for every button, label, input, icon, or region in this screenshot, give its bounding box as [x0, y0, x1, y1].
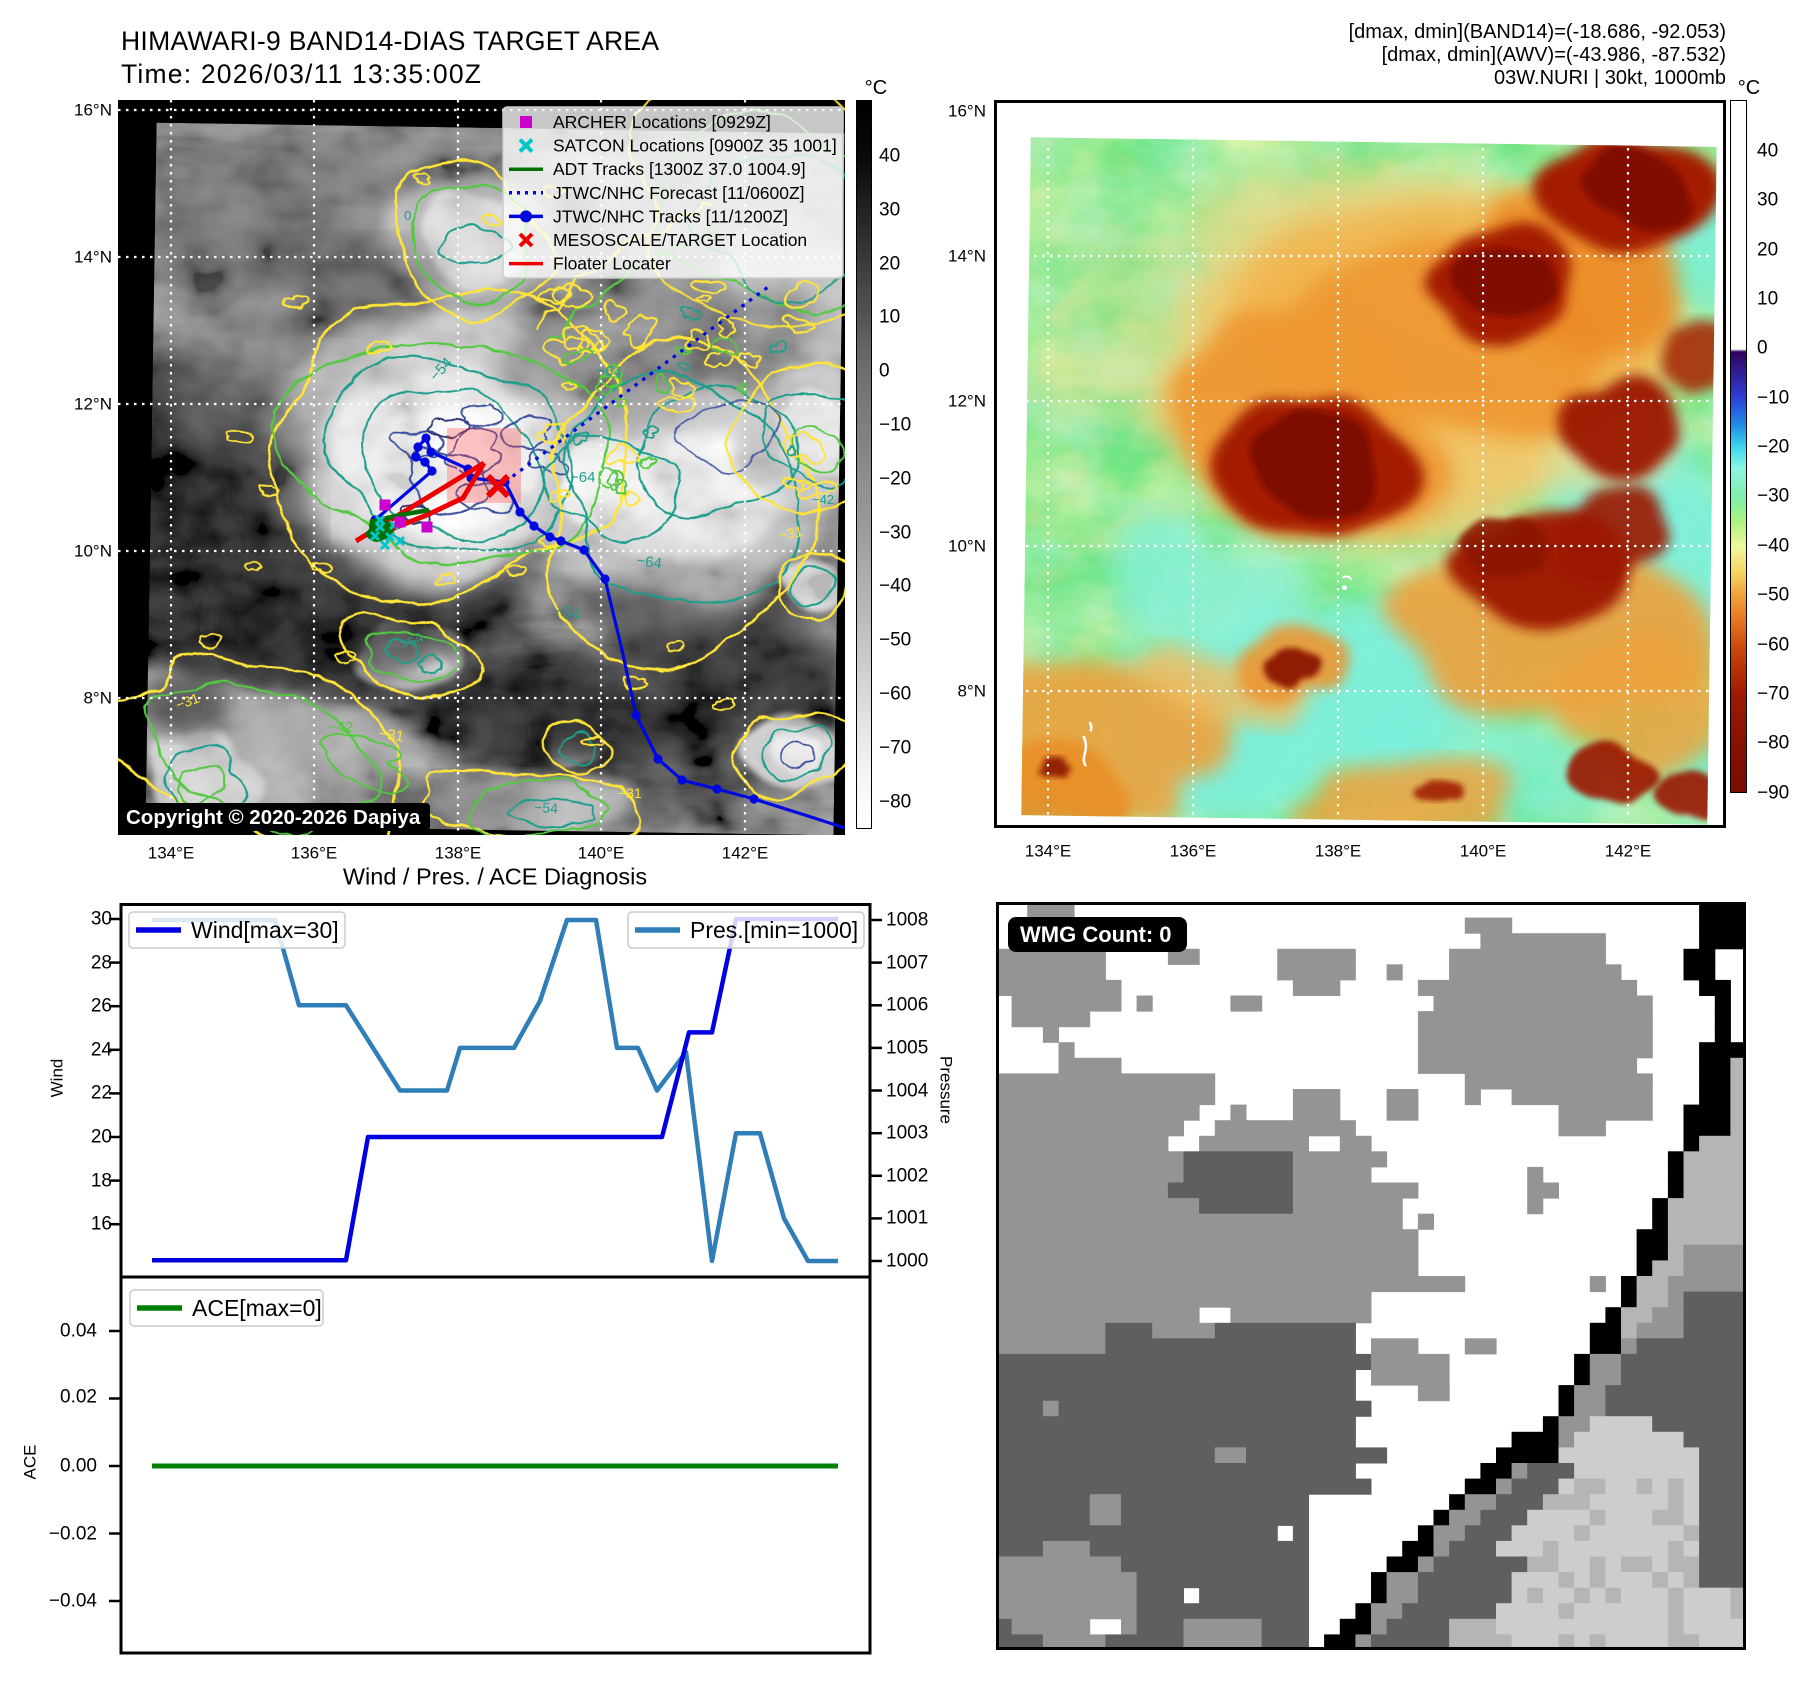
- svg-text:SATCON Locations [0900Z 35 100: SATCON Locations [0900Z 35 1001]: [553, 136, 837, 156]
- svg-text:−31: −31: [174, 690, 202, 713]
- svg-text:−42: −42: [328, 719, 353, 736]
- svg-text:MESOSCALE/TARGET Location: MESOSCALE/TARGET Location: [553, 230, 807, 250]
- svg-text:Floater Locater: Floater Locater: [553, 254, 671, 274]
- svg-text:−54: −54: [553, 602, 581, 623]
- svg-text:Copyright © 2020-2026 Dapiya: Copyright © 2020-2026 Dapiya: [126, 806, 421, 829]
- svg-text:−31: −31: [618, 785, 642, 801]
- svg-text:ACE[max=0]: ACE[max=0]: [192, 1295, 322, 1321]
- svg-text:−31: −31: [778, 523, 804, 543]
- svg-text:WMG Count: 0: WMG Count: 0: [1020, 922, 1172, 947]
- svg-text:−64: −64: [635, 552, 663, 572]
- svg-text:0: 0: [404, 208, 411, 223]
- svg-text:JTWC/NHC Forecast [11/0600Z]: JTWC/NHC Forecast [11/0600Z]: [553, 183, 805, 203]
- svg-text:Pres.[min=1000]: Pres.[min=1000]: [690, 917, 858, 943]
- svg-text:Wind[max=30]: Wind[max=30]: [191, 917, 339, 943]
- svg-text:−42: −42: [812, 492, 834, 507]
- svg-text:JTWC/NHC Tracks [11/1200Z]: JTWC/NHC Tracks [11/1200Z]: [553, 206, 788, 226]
- svg-text:ADT Tracks [1300Z 37.0 1004.9]: ADT Tracks [1300Z 37.0 1004.9]: [553, 159, 806, 179]
- svg-text:−64: −64: [570, 469, 595, 486]
- svg-text:−64: −64: [596, 362, 623, 381]
- svg-text:ARCHER Locations [0929Z]: ARCHER Locations [0929Z]: [553, 112, 771, 132]
- svg-text:−31: −31: [377, 725, 405, 745]
- svg-text:−54: −54: [534, 799, 559, 816]
